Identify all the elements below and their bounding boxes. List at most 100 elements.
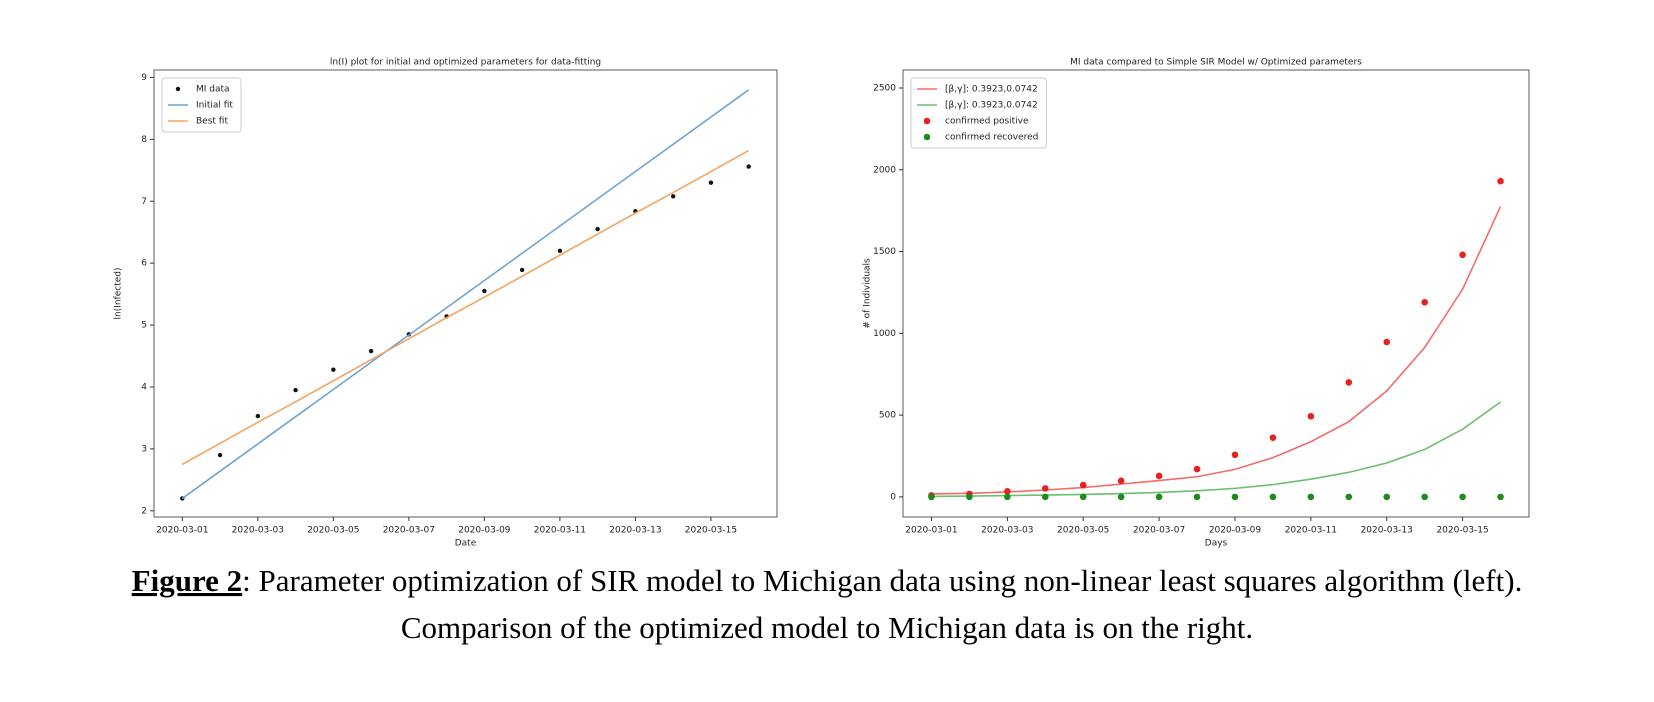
- data-point: [1345, 379, 1353, 386]
- data-point: [1421, 298, 1428, 306]
- x-tick-label: 2020-03-05: [307, 526, 359, 536]
- x-tick-label: 2020-03-15: [685, 526, 737, 536]
- data-point: [1383, 338, 1391, 346]
- data-point: [1041, 485, 1049, 492]
- legend-label: Best fit: [196, 117, 228, 127]
- data-point: [255, 413, 261, 419]
- x-tick-label: 2020-03-03: [232, 526, 284, 536]
- caption-line2: Comparison of the optimized model to Mic…: [401, 610, 1253, 645]
- series-line: [181, 89, 750, 500]
- legend-frame: [910, 77, 1047, 149]
- x-tick-label: 2020-03-03: [981, 526, 1033, 536]
- legend-label: confirmed recovered: [945, 133, 1038, 143]
- y-tick-label: 5: [141, 321, 147, 331]
- legend-label: confirmed positive: [945, 117, 1029, 127]
- x-tick-label: 2020-03-13: [609, 526, 661, 536]
- data-point: [1155, 493, 1163, 501]
- plot-frame: [902, 69, 1530, 518]
- legend-frame: [161, 77, 242, 133]
- legend-label: [β,γ]: 0.3923,0.0742: [945, 85, 1038, 95]
- legend-label: Initial fit: [196, 101, 233, 111]
- data-point: [1193, 493, 1201, 501]
- data-point: [1383, 493, 1391, 501]
- x-axis-label: Days: [1205, 539, 1228, 549]
- series-line: [931, 401, 1502, 498]
- x-tick-label: 2020-03-07: [383, 526, 435, 536]
- y-axis-label: ln(Infected): [114, 267, 124, 319]
- data-point: [217, 452, 223, 458]
- data-point: [966, 493, 973, 501]
- x-tick-label: 2020-03-15: [1436, 526, 1488, 536]
- data-point: [1269, 434, 1277, 441]
- data-point: [1117, 493, 1125, 501]
- data-point: [1459, 493, 1466, 501]
- data-point: [1155, 472, 1163, 480]
- data-point: [368, 348, 374, 354]
- caption-label: Figure 2: [132, 563, 243, 598]
- data-point: [1231, 493, 1239, 501]
- y-tick-label: 2000: [873, 165, 896, 175]
- data-point: [1421, 493, 1428, 501]
- y-tick-label: 0: [890, 492, 896, 502]
- y-tick-label: 8: [141, 135, 147, 145]
- data-point: [1269, 493, 1277, 501]
- legend-swatch: [923, 117, 931, 125]
- legend-swatch: [175, 86, 181, 92]
- legend: [β,γ]: 0.3923,0.0742 [β,γ]: 0.3923,0.0742…: [910, 77, 1047, 149]
- y-tick-label: 2: [141, 506, 147, 516]
- data-point: [1497, 177, 1504, 185]
- data-point: [1231, 451, 1239, 459]
- plot-frame: [153, 69, 778, 518]
- chart-title: ln(I) plot for initial and optimized par…: [330, 58, 601, 68]
- caption-text: : Parameter optimization of SIR model to…: [242, 563, 1522, 598]
- data-point: [670, 194, 676, 199]
- y-tick-label: 9: [141, 73, 147, 83]
- x-tick-label: 2020-03-09: [458, 526, 511, 536]
- legend-label: MI data: [196, 85, 230, 95]
- data-point: [1079, 481, 1087, 489]
- x-tick-label: 2020-03-11: [534, 526, 586, 536]
- x-tick-label: 2020-03-13: [1361, 526, 1413, 536]
- data-point: [1041, 493, 1049, 501]
- data-point: [1307, 412, 1315, 420]
- y-tick-label: 1500: [873, 247, 896, 257]
- data-point: [557, 248, 563, 253]
- data-point: [595, 226, 600, 232]
- y-axis-label: # of Individuals: [863, 258, 873, 329]
- x-tick-label: 2020-03-07: [1133, 526, 1185, 536]
- series-line: [931, 206, 1502, 495]
- data-point: [1079, 493, 1087, 501]
- y-tick-label: 1000: [873, 329, 896, 339]
- x-tick-label: 2020-03-09: [1209, 526, 1262, 536]
- data-point: [1345, 493, 1353, 501]
- legend: MI data Initial fit Best fit: [161, 77, 242, 133]
- data-point: [1117, 477, 1125, 485]
- y-tick-label: 2500: [873, 83, 896, 93]
- x-tick-label: 2020-03-01: [905, 526, 957, 536]
- x-tick-label: 2020-03-11: [1285, 526, 1337, 536]
- data-point: [708, 180, 714, 185]
- legend-label: [β,γ]: 0.3923,0.0742: [945, 101, 1038, 111]
- y-tick-label: 4: [141, 382, 147, 392]
- series-line: [181, 149, 750, 466]
- data-point: [519, 267, 525, 273]
- data-point: [1307, 493, 1315, 501]
- legend-swatch: [923, 133, 931, 141]
- y-tick-label: 3: [141, 444, 147, 454]
- data-point: [928, 493, 935, 501]
- y-tick-label: 500: [879, 411, 896, 421]
- data-point: [1193, 465, 1201, 473]
- caption-line1: Figure 2: Parameter optimization of SIR …: [132, 563, 1523, 598]
- data-point: [293, 387, 298, 393]
- data-point: [1497, 493, 1504, 501]
- x-tick-label: 2020-03-01: [156, 526, 208, 536]
- data-point: [1459, 251, 1466, 259]
- data-point: [746, 164, 751, 169]
- chart-title: MI data compared to Simple SIR Model w/ …: [1070, 58, 1362, 68]
- x-axis-label: Date: [455, 539, 477, 549]
- data-point: [1004, 488, 1011, 495]
- data-point: [331, 367, 336, 372]
- data-point: [1004, 493, 1011, 501]
- y-tick-label: 6: [141, 259, 147, 269]
